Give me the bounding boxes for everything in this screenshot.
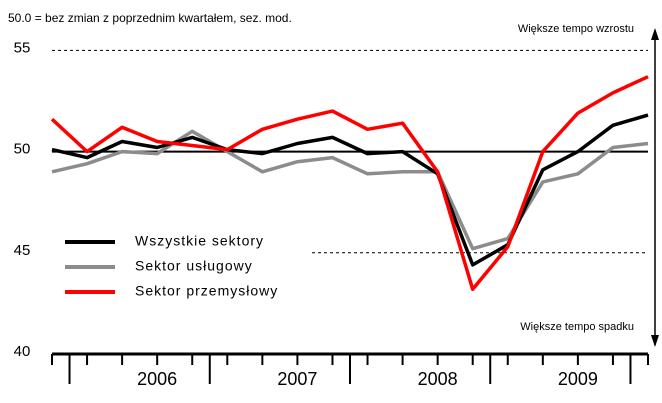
arrow-head	[651, 335, 659, 347]
series-line	[50, 75, 649, 291]
x-tick-label: 2007	[277, 369, 317, 389]
x-tick-label: 2009	[558, 369, 598, 389]
legend-label: Sektor przemysłowy	[135, 283, 278, 299]
note: 50.0 = bez zmian z poprzednim kwartałem,…	[8, 11, 292, 25]
annotation-up: Większe tempo wzrostu	[518, 23, 634, 35]
arrow-head	[651, 28, 659, 40]
y-tick-label: 50	[14, 141, 31, 158]
y-tick-label: 45	[14, 242, 31, 259]
legend-label: Wszystkie sektory	[135, 233, 264, 249]
annotation-down: Większe tempo spadku	[520, 321, 634, 333]
x-tick-label: 2008	[418, 369, 458, 389]
y-tick-label: 55	[14, 39, 31, 56]
series-line	[51, 113, 649, 267]
legend-label: Sektor usługowy	[135, 258, 253, 274]
series-line	[51, 129, 649, 251]
y-tick-label: 40	[14, 343, 31, 360]
x-tick-label: 2006	[137, 369, 177, 389]
